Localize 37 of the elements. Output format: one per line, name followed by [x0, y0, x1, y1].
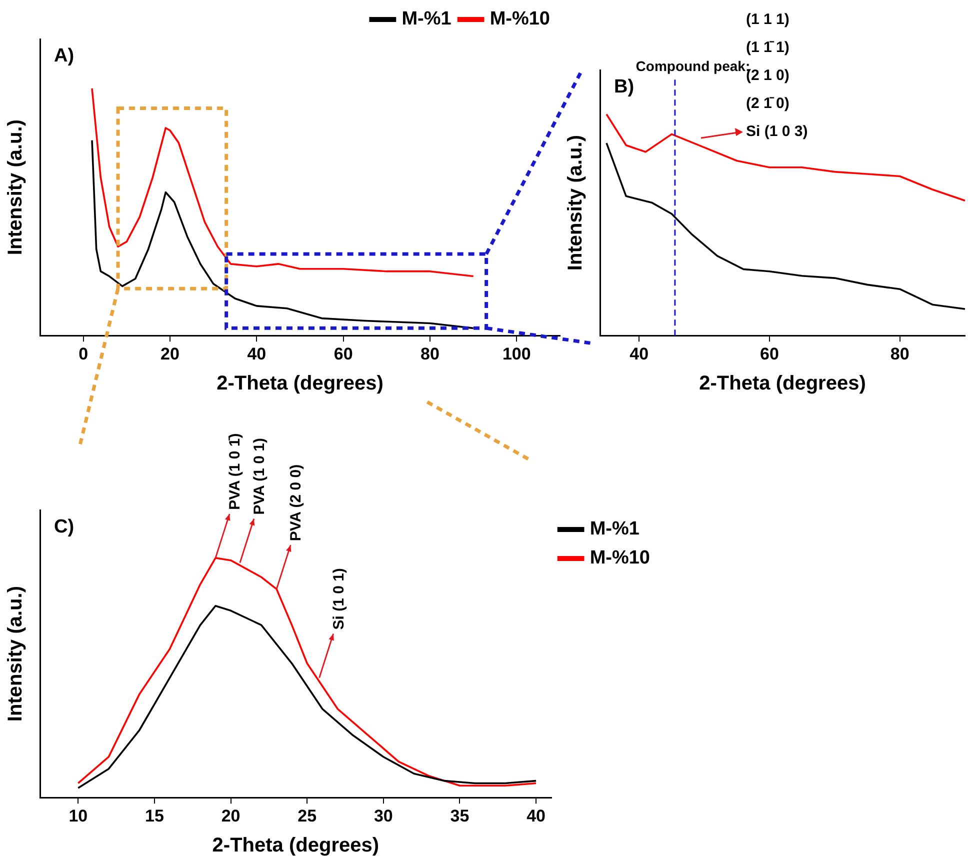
x-tick-label: 80 [420, 344, 440, 364]
annotation: Si (1 0 3) [746, 123, 808, 140]
x-tick-label: 40 [630, 344, 649, 364]
x-tick-label: 15 [145, 806, 164, 826]
x-tick-label: 40 [247, 344, 266, 364]
chart-title: C) [54, 516, 74, 538]
x-tick-label: 25 [298, 806, 317, 826]
legend-label: M-%10 [590, 548, 650, 569]
x-tick-label: 0 [78, 344, 88, 364]
annotation: PVA (2 0 0) [288, 464, 305, 542]
y-axis-title: Intensity (a.u.) [564, 135, 587, 271]
text: (2 1̄ 0) [746, 95, 790, 112]
x-tick-label: 40 [526, 806, 546, 826]
text: (1 1̄ 1) [746, 39, 790, 56]
x-tick-label: 60 [334, 344, 353, 364]
x-axis-title: 2-Theta (degrees) [699, 372, 866, 395]
legend-label: M-%1 [590, 518, 640, 540]
x-tick-label: 35 [450, 806, 470, 826]
annotation: PVA (1 0 1̄) [226, 433, 244, 510]
x-tick-label: 20 [160, 344, 180, 364]
legend-label: M-%10 [490, 8, 550, 30]
y-axis-title: Intensity (a.u.) [4, 586, 27, 722]
x-axis-title: 2-Theta (degrees) [212, 834, 380, 857]
x-tick-label: 100 [502, 344, 531, 364]
chart-title: B) [614, 76, 634, 98]
x-tick-label: 10 [68, 806, 88, 826]
x-axis-title: 2-Theta (degrees) [216, 372, 384, 395]
annotation: PVA (1 0 1) [251, 438, 268, 515]
x-tick-label: 30 [374, 806, 393, 826]
chart-title: A) [54, 46, 74, 67]
x-tick-label: 80 [890, 344, 910, 364]
y-axis-title: Intensity (a.u.) [4, 120, 27, 256]
x-tick-label: 60 [760, 344, 779, 364]
annotation: Si (1 0 1) [330, 568, 348, 630]
legend-label: M-%1 [402, 8, 452, 30]
text: (1 1 1) [746, 11, 790, 28]
x-tick-label: 20 [221, 806, 240, 826]
